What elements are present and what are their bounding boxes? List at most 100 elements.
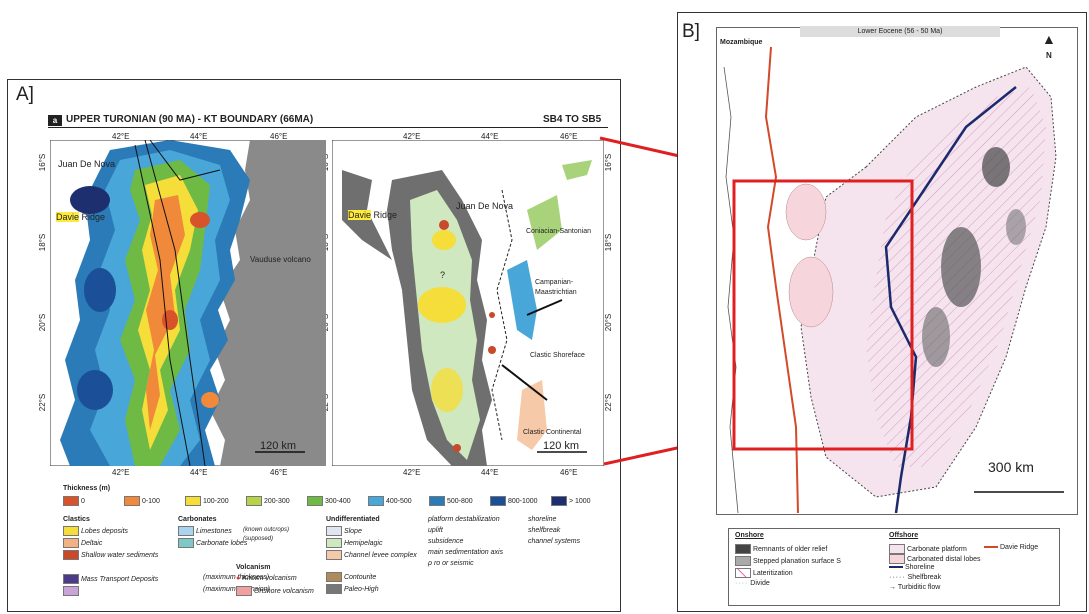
right-juan-de-nova: Juan De Nova bbox=[456, 201, 514, 211]
mtd-note-1: (maximum thickness) bbox=[203, 574, 270, 581]
panel-b-label: B] bbox=[682, 21, 700, 42]
onshore-volcanism-swatch bbox=[236, 586, 252, 596]
panel-a-label: A] bbox=[16, 84, 34, 105]
onshore-item-planation: Stepped planation surface S bbox=[752, 557, 841, 565]
undiff-title: Undifferentiated bbox=[326, 516, 380, 523]
panel-b: B] Lower Eocene (56 - 50 Ma) Mozambique … bbox=[677, 12, 1087, 612]
legend-label: Channel levee complex bbox=[342, 551, 417, 559]
thickness-item: 300-400 bbox=[307, 496, 351, 506]
lon-top-right-42: 42°E bbox=[403, 132, 421, 141]
thickness-map bbox=[50, 140, 326, 466]
thickness-item: 400-500 bbox=[368, 496, 412, 506]
carbonate-platform-swatch bbox=[889, 544, 905, 554]
lon-top-right-46: 46°E bbox=[560, 132, 578, 141]
turbiditic-arrow-icon: → bbox=[889, 584, 896, 591]
known-volcanism-label: Known volcanism bbox=[242, 575, 297, 582]
thickness-label: 200-300 bbox=[262, 497, 290, 505]
panel-a: A] a UPPER TURONIAN (90 MA) - KT BOUNDAR… bbox=[7, 79, 621, 612]
legend-item: Channel levee complex bbox=[326, 550, 417, 560]
legend-swatch bbox=[178, 538, 194, 548]
right-davie-ridge: Davie Ridge bbox=[348, 210, 397, 220]
legend-label: Hemipelagic bbox=[342, 539, 383, 547]
question-mark: ? bbox=[440, 270, 446, 280]
legend-item: Slope bbox=[326, 526, 362, 536]
lon-bottom-left-42: 42°E bbox=[112, 468, 130, 477]
legend-label: Lobes deposits bbox=[79, 527, 129, 535]
legend-swatch bbox=[326, 538, 342, 548]
offshore-item-platform: Carbonate platform bbox=[906, 545, 967, 553]
lon-top-left-46: 46°E bbox=[270, 132, 288, 141]
onshore-item-divide: Divide bbox=[750, 580, 770, 587]
madagascar-map bbox=[723, 46, 1064, 513]
thickness-legend: 0 0-100 100-200 200-300 300-400 400-500 … bbox=[63, 496, 608, 508]
davie-ridge-swatch bbox=[984, 546, 998, 549]
relief-swatch bbox=[735, 544, 751, 554]
thickness-swatch bbox=[185, 496, 201, 506]
thickness-item: 800-1000 bbox=[490, 496, 538, 506]
thickness-label: 0 bbox=[79, 497, 85, 505]
clastics-title: Clastics bbox=[63, 516, 90, 523]
symbol-legend-item: main sedimentation axis bbox=[428, 549, 504, 556]
symbol-legend-item: ρ ro or seismic bbox=[428, 560, 474, 567]
left-davie-ridge: Davie Ridge bbox=[56, 212, 105, 222]
legend-label: Limestones bbox=[194, 527, 232, 535]
legend-swatch bbox=[63, 526, 79, 536]
legend-item: Hemipelagic bbox=[326, 538, 382, 548]
thickness-swatch bbox=[490, 496, 506, 506]
legend-item: Shallow water sediments bbox=[63, 550, 158, 560]
divide-icon: ···· bbox=[735, 580, 749, 587]
thickness-swatch bbox=[63, 496, 79, 506]
distal-lobes-swatch bbox=[889, 554, 905, 564]
davie-ridge-legend-label: Davie Ridge bbox=[999, 544, 1039, 551]
onshore-item-lateritization: Lateritization bbox=[752, 569, 793, 577]
panel-b-title: Lower Eocene (56 - 50 Ma) bbox=[800, 26, 1000, 37]
thickness-item: 100-200 bbox=[185, 496, 229, 506]
legend-swatch bbox=[63, 538, 79, 548]
lon-bottom-right-44: 44°E bbox=[481, 468, 499, 477]
thickness-label: 400-500 bbox=[384, 497, 412, 505]
paleo-high-swatch bbox=[326, 584, 342, 594]
thickness-swatch bbox=[246, 496, 262, 506]
davie-suffix: Ridge bbox=[79, 212, 106, 222]
mtd-swatch-2 bbox=[63, 586, 79, 596]
clastic-continental-label: Clastic Continental bbox=[523, 429, 582, 436]
lon-bottom-left-44: 44°E bbox=[190, 468, 208, 477]
panel-b-scale-label: 300 km bbox=[988, 459, 1034, 475]
offshore-item-shoreline: Shoreline bbox=[904, 564, 935, 571]
legend-label: Slope bbox=[342, 527, 362, 535]
shoreline-swatch bbox=[889, 566, 903, 569]
contourite-swatch bbox=[326, 572, 342, 582]
onshore-item-relief: Remnants of older relief bbox=[752, 545, 828, 553]
lon-bottom-left-46: 46°E bbox=[270, 468, 288, 477]
thickness-item: 500-800 bbox=[429, 496, 473, 506]
panel-b-legend: Onshore Remnants of older relief Stepped… bbox=[728, 528, 1060, 606]
thickness-swatch bbox=[307, 496, 323, 506]
lon-top-left-44: 44°E bbox=[190, 132, 208, 141]
thickness-swatch bbox=[124, 496, 140, 506]
lon-top-left-42: 42°E bbox=[112, 132, 130, 141]
thickness-item: > 1000 bbox=[551, 496, 591, 506]
symbol-legend-item: platform destabilization bbox=[428, 516, 500, 523]
thickness-swatch bbox=[551, 496, 567, 506]
contourite-label: Contourite bbox=[343, 573, 377, 581]
left-juan-de-nova: Juan De Nova bbox=[58, 159, 116, 169]
coniacian-label: Coniacian-Santonian bbox=[526, 228, 591, 235]
offshore-title: Offshore bbox=[889, 532, 919, 539]
thickness-swatch bbox=[368, 496, 384, 506]
offshore-item-lobes: Carbonated distal lobes bbox=[906, 555, 981, 563]
line-legend-item: channel systems bbox=[528, 538, 581, 545]
panel-a-sequence: SB4 TO SB5 bbox=[543, 114, 602, 125]
onshore-title: Onshore bbox=[735, 532, 764, 539]
paleo-high-label: Paleo-High bbox=[343, 585, 379, 593]
clastic-shoreface-label: Clastic Shoreface bbox=[530, 352, 585, 359]
left-scale-label: 120 km bbox=[260, 440, 297, 452]
facies-map bbox=[332, 140, 604, 466]
legend-item: Limestones bbox=[178, 526, 232, 536]
symbol-legend-item: subsidence bbox=[428, 538, 464, 545]
thickness-label: > 1000 bbox=[567, 497, 591, 505]
thickness-item: 200-300 bbox=[246, 496, 290, 506]
line-legend-item: shoreline bbox=[528, 516, 557, 523]
carbonates-note: (known outcrops) (supposed) bbox=[243, 527, 290, 542]
davie-highlight-right: Davie bbox=[348, 210, 372, 220]
onshore-volcanism-label: Onshore volcanism bbox=[253, 587, 314, 595]
